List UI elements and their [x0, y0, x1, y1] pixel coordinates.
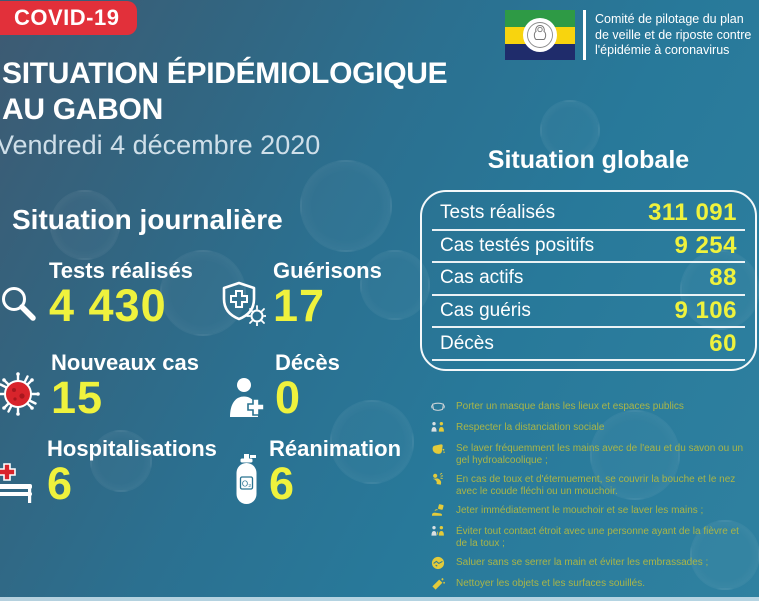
- stat-reanimation: O₂ Réanimation 6: [234, 436, 402, 509]
- virus-watermark: [50, 190, 120, 260]
- row-label: Cas guéris: [440, 300, 531, 322]
- committee-text: Comité de pilotage du plan de veille et …: [595, 10, 751, 59]
- global-stats-table: Tests réalisés 311 091 Cas testés positi…: [420, 190, 757, 371]
- row-label: Tests réalisés: [440, 202, 556, 224]
- tip-text: Nettoyer les objets et les surfaces soui…: [456, 578, 645, 589]
- tip-text: En cas de toux et d'éternuement, se couv…: [456, 474, 736, 497]
- magnifier-icon: [0, 286, 40, 326]
- list-item: Respecter la distanciation sociale: [430, 420, 752, 436]
- stat-label: Hospitalisations: [47, 436, 217, 461]
- stat-value: 15: [51, 372, 104, 423]
- virus-watermark: [360, 250, 430, 320]
- row-label: Décès: [440, 332, 494, 354]
- virus-watermark: [690, 520, 759, 590]
- row-label: Cas testés positifs: [440, 234, 595, 256]
- stat-value: 4 430: [49, 280, 167, 331]
- virus-watermark: [160, 250, 246, 336]
- row-value: 311 091: [648, 199, 737, 227]
- page-title-line1: SITUATION ÉPIDÉMIOLOGIQUE: [2, 57, 448, 90]
- global-section-title: Situation globale: [487, 146, 690, 174]
- list-item: Porter un masque dans les lieux et espac…: [430, 399, 752, 415]
- daily-section-title: Situation journalière: [12, 204, 283, 235]
- covid19-badge-label: COVID-19: [14, 5, 120, 30]
- tip-text: Saluer sans se serrer la main et éviter …: [456, 557, 709, 568]
- table-row: Cas guéris 9 106: [432, 296, 745, 329]
- row-value: 88: [709, 264, 737, 292]
- person-cross-icon: [228, 376, 266, 418]
- tip-text: Éviter tout contact étroit avec une pers…: [456, 526, 739, 549]
- row-label: Cas actifs: [440, 267, 524, 289]
- tip-text: Jeter immédiatement le mouchoir et se la…: [456, 505, 704, 516]
- stat-nouveaux-cas: Nouveaux cas 15: [0, 350, 199, 423]
- virus-watermark: [330, 400, 414, 484]
- stat-hospitalisations: Hospitalisations 6: [0, 436, 217, 509]
- table-row: Tests réalisés 311 091: [432, 198, 745, 231]
- virus-watermark: [300, 160, 392, 252]
- virus-watermark: [540, 100, 600, 160]
- committee-line3: l'épidémie à coronavirus: [595, 43, 730, 57]
- covid19-badge: COVID-19: [0, 1, 138, 35]
- tip-text: Se laver fréquemment les mains avec de l…: [456, 443, 744, 466]
- committee-header: Comité de pilotage du plan de veille et …: [505, 10, 751, 60]
- stat-label: Tests réalisés: [49, 258, 193, 283]
- tip-text: Respecter la distanciation sociale: [456, 422, 605, 433]
- committee-line1: Comité de pilotage du plan: [595, 12, 744, 26]
- stat-value: 17: [273, 280, 326, 331]
- stat-deces: Décès 0: [228, 350, 340, 423]
- shield-cross-virus-icon: [220, 280, 266, 326]
- cough-elbow-icon: [432, 472, 444, 485]
- avoid-contact-icon: [431, 526, 444, 536]
- stat-label: Réanimation: [269, 436, 402, 461]
- list-item: En cas de toux et d'éternuement, se couv…: [430, 472, 752, 498]
- list-item: Se laver fréquemment les mains avec de l…: [430, 441, 752, 467]
- header-divider: [583, 10, 586, 60]
- committee-line2: de veille et de riposte contre: [595, 27, 752, 42]
- list-item: Saluer sans se serrer la main et éviter …: [430, 555, 752, 571]
- gabon-seal-icon: [523, 18, 557, 52]
- stat-value: 6: [269, 458, 296, 509]
- gabon-flag-icon: [505, 10, 575, 60]
- hospital-bed-icon: [0, 460, 38, 504]
- stat-label: Guérisons: [273, 258, 382, 283]
- no-handshake-icon: [431, 556, 445, 570]
- row-value: 9 254: [674, 231, 737, 259]
- virus-icon: [0, 370, 42, 418]
- stat-label: Décès: [275, 350, 340, 375]
- clean-surfaces-icon: [432, 578, 445, 590]
- list-item: Nettoyer les objets et les surfaces soui…: [430, 576, 752, 592]
- stat-guerisons: Guérisons 17: [220, 258, 382, 331]
- row-value: 60: [709, 329, 737, 357]
- virus-watermark: [680, 250, 759, 330]
- virus-watermark: [590, 410, 680, 500]
- stat-label: Nouveaux cas: [51, 350, 199, 375]
- list-item: Jeter immédiatement le mouchoir et se la…: [430, 503, 752, 519]
- bottom-edge-strip: [0, 597, 759, 601]
- hand-wash-icon: [432, 444, 445, 454]
- tip-text: Porter un masque dans les lieux et espac…: [456, 401, 684, 412]
- list-item: Éviter tout contact étroit avec une pers…: [430, 524, 752, 550]
- page-title-line2: AU GABON: [2, 93, 163, 126]
- table-row: Cas testés positifs 9 254: [432, 231, 745, 264]
- virus-watermark: [90, 430, 152, 492]
- table-row: Décès 60: [432, 328, 745, 361]
- stat-value: 6: [47, 458, 74, 509]
- oxygen-tank-icon: O₂: [234, 454, 260, 504]
- prevention-tips-list: Porter un masque dans les lieux et espac…: [430, 399, 752, 592]
- table-row: Cas actifs 88: [432, 263, 745, 296]
- stat-tests-realises: Tests réalisés 4 430: [0, 258, 193, 331]
- throw-tissue-icon: [431, 504, 444, 516]
- stat-value: 0: [275, 372, 302, 423]
- row-value: 9 106: [674, 297, 737, 325]
- social-distancing-icon: [431, 422, 444, 432]
- mask-icon: [431, 402, 445, 411]
- report-date: Vendredi 4 décembre 2020: [0, 130, 321, 160]
- svg-text:O₂: O₂: [242, 479, 251, 488]
